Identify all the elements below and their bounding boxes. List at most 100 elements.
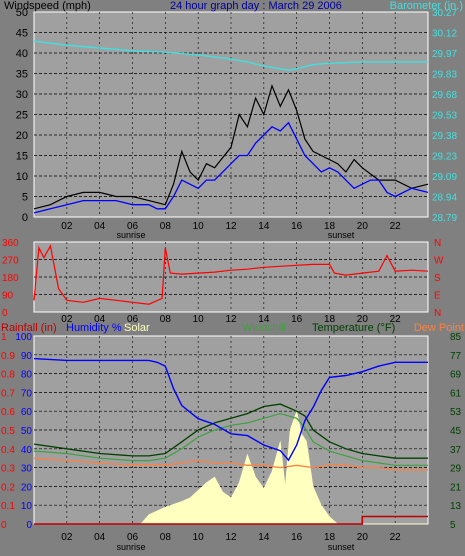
tick-label: 15 — [16, 151, 28, 163]
tick-label: 0 — [22, 212, 28, 224]
x-tick-label: 10 — [193, 532, 205, 543]
tick-label: 28.79 — [432, 213, 457, 224]
tick-label: 45 — [450, 426, 462, 437]
wind-grid — [34, 12, 428, 217]
wind-average-line — [33, 121, 429, 214]
tick-label: 40 — [21, 445, 33, 456]
x-tick-label: 16 — [291, 532, 303, 543]
direction-left-ticks: 360 270 180 90 0 — [2, 238, 19, 319]
x-tick-label: 02 — [61, 314, 73, 325]
tick-label: 29 — [450, 464, 462, 475]
tick-label: 28.94 — [432, 193, 457, 204]
tick-label: 69 — [450, 370, 462, 381]
x-tick-label: 08 — [160, 532, 172, 543]
tick-label: 85 — [450, 332, 462, 343]
tick-label: 1 — [1, 332, 7, 343]
solar-area — [34, 410, 428, 525]
tick-label: 0 — [2, 308, 8, 319]
x-tick-label: 04 — [94, 314, 106, 325]
tick-label: 13 — [450, 501, 462, 512]
legend-windchill: Windchill — [242, 322, 286, 334]
tick-label: N — [434, 238, 441, 249]
tick-label: 0.7 — [1, 388, 15, 399]
tick-label: 29.68 — [432, 90, 457, 101]
tick-label: 29.53 — [432, 111, 457, 122]
windchill-line — [33, 412, 428, 466]
x-tick-label: 18 — [324, 221, 336, 232]
temperature-x-ticks: 02 04 06 08 10 12 14 16 18 20 22 — [61, 532, 401, 543]
tick-label: 90 — [21, 351, 33, 362]
tick-label: 50 — [21, 426, 33, 437]
wind-series-group — [33, 40, 429, 214]
tick-label: 30 — [21, 464, 33, 475]
tick-label: S — [434, 273, 441, 284]
tick-label: 70 — [21, 388, 33, 399]
x-tick-label: 14 — [258, 532, 270, 543]
rain-left-ticks: 1 0.9 0.8 0.7 0.6 0.5 0.4 0.3 0.2 0.1 0 — [1, 332, 15, 531]
tick-label: 30.12 — [432, 29, 457, 40]
wind-direction-line — [33, 244, 429, 305]
x-tick-label: 18 — [324, 314, 336, 325]
tick-label: 10 — [16, 171, 28, 183]
tick-label: 35 — [16, 69, 28, 81]
sunrise-label-bottom: sunrise — [116, 542, 145, 552]
x-tick-label: 04 — [94, 532, 106, 543]
tick-label: 0.1 — [1, 501, 15, 512]
temperature-line — [33, 403, 428, 459]
tick-label: 180 — [2, 273, 19, 284]
tick-label: 60 — [21, 407, 33, 418]
tick-label: 0.9 — [1, 351, 15, 362]
x-tick-label: 12 — [225, 532, 237, 543]
x-tick-label: 12 — [225, 221, 237, 232]
x-tick-label: 08 — [160, 221, 172, 232]
tick-label: 360 — [2, 238, 19, 249]
x-tick-label: 04 — [94, 221, 106, 232]
tick-label: 0 — [1, 520, 7, 531]
tick-label: 0 — [26, 520, 32, 531]
tick-label: 0.3 — [1, 464, 15, 475]
x-tick-label: 02 — [61, 221, 73, 232]
tick-label: 80 — [21, 370, 33, 381]
x-tick-label: 06 — [127, 314, 139, 325]
tick-label: 0.6 — [1, 407, 15, 418]
tick-label: 0.5 — [1, 426, 15, 437]
x-tick-label: 10 — [193, 221, 205, 232]
tick-label: 25 — [16, 110, 28, 122]
x-tick-label: 18 — [324, 532, 336, 543]
legend-rainfall: Rainfall (in) — [1, 322, 57, 334]
tick-label: 50 — [16, 7, 28, 19]
tick-label: 20 — [16, 130, 28, 142]
tick-label: 40 — [16, 48, 28, 60]
tick-label: 5 — [22, 192, 28, 204]
tick-label: 100 — [15, 332, 32, 343]
tick-label: 37 — [450, 445, 462, 456]
tick-label: E — [434, 291, 441, 302]
tick-label: 30.27 — [432, 8, 457, 19]
tick-label: 29.38 — [432, 131, 457, 142]
tick-label: 5 — [450, 520, 456, 531]
barometer-line — [33, 40, 428, 71]
temperature-series-group — [33, 357, 428, 525]
tick-label: N — [434, 308, 441, 319]
tick-label: 10 — [21, 501, 33, 512]
tick-label: 61 — [450, 388, 462, 399]
x-tick-label: 22 — [390, 532, 402, 543]
x-tick-label: 14 — [258, 221, 270, 232]
x-tick-label: 20 — [357, 314, 369, 325]
tick-label: W — [434, 256, 444, 267]
tick-label: 270 — [2, 256, 19, 267]
tick-label: 53 — [450, 407, 462, 418]
direction-series-group — [33, 244, 429, 305]
graph-title: 24 hour graph day : March 29 2006 — [170, 0, 342, 12]
x-tick-label: 08 — [160, 314, 172, 325]
x-tick-label: 22 — [390, 314, 402, 325]
legend-solar: Solar — [124, 322, 150, 334]
tick-label: 0.2 — [1, 482, 15, 493]
x-tick-label: 20 — [357, 532, 369, 543]
x-tick-label: 02 — [61, 532, 73, 543]
tick-label: 29.23 — [432, 152, 457, 163]
tick-label: 90 — [2, 291, 14, 302]
